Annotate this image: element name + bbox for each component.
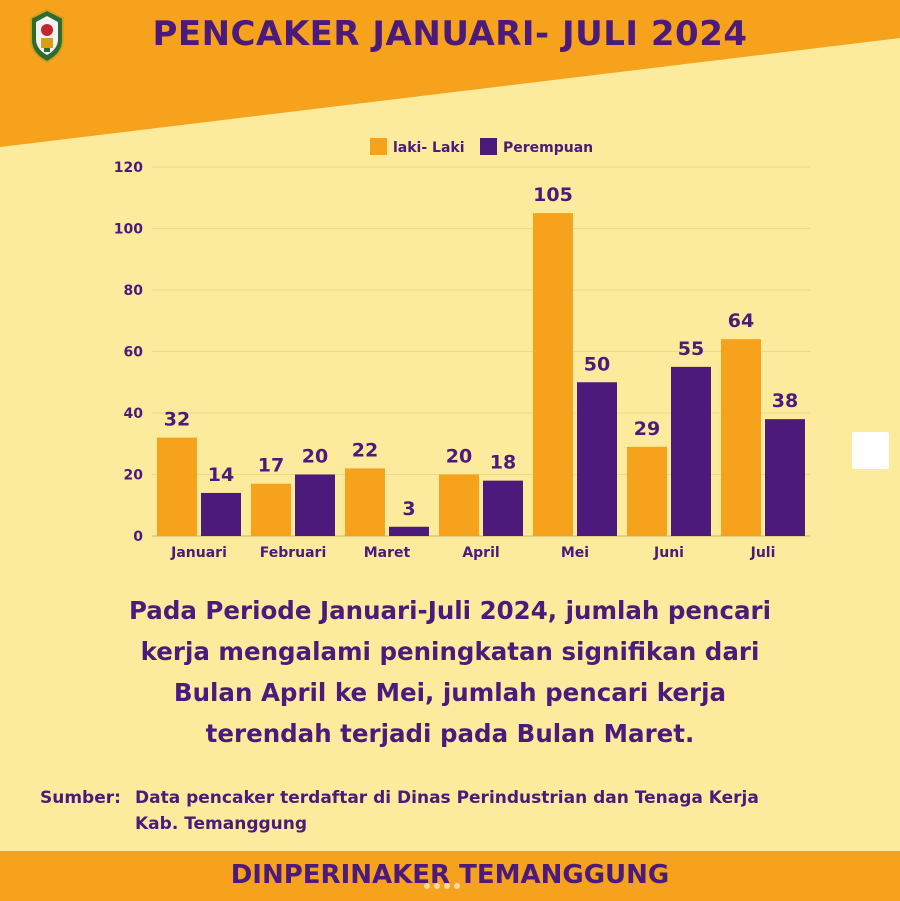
data-label: 20 (302, 446, 328, 468)
data-label: 20 (446, 446, 472, 468)
side-square (852, 432, 889, 469)
source-line: Kab. Temanggung (135, 814, 308, 834)
x-tick-label: Januari (170, 545, 227, 561)
header-band (0, 0, 900, 147)
summary-text: Pada Periode Januari-Juli 2024, jumlah p… (70, 590, 830, 754)
data-label: 55 (678, 338, 704, 360)
x-tick-label: Mei (561, 545, 589, 561)
data-label: 14 (208, 464, 234, 486)
summary-line: kerja mengalami peningkatan signifikan d… (140, 637, 760, 666)
bar-perempuan (201, 492, 241, 536)
data-label: 22 (352, 439, 378, 461)
page-title: PENCAKER JANUARI- JULI 2024 (152, 14, 748, 54)
carousel-dots (424, 874, 476, 889)
y-tick-label: 20 (124, 468, 144, 484)
carousel-dot (454, 883, 460, 889)
legend-swatch (370, 138, 387, 155)
carousel-dot (434, 883, 440, 889)
y-tick-label: 0 (133, 529, 143, 545)
source-label: Sumber: (40, 788, 121, 808)
bar-laki-laki (533, 213, 573, 536)
bar-laki-laki (345, 468, 385, 536)
footer-band: DINPERINAKER TEMANGGUNG (0, 851, 900, 901)
y-tick-label: 120 (114, 160, 143, 176)
bar-chart: 0 20 40 60 80 100 120 32 14 Januari 17 20 Februari 22… (114, 138, 810, 561)
x-tick-label: Februari (260, 545, 327, 561)
source-text: Data pencaker terdaftar di Dinas Perindu… (135, 785, 835, 837)
x-tick-label: Juli (750, 545, 776, 561)
data-label: 29 (634, 418, 660, 440)
data-label: 64 (728, 310, 754, 332)
carousel-dot (424, 883, 430, 889)
bar-laki-laki (721, 339, 761, 536)
data-label: 3 (402, 498, 415, 520)
data-label: 38 (772, 390, 798, 412)
regency-emblem-logo (30, 8, 64, 64)
legend-swatch (480, 138, 497, 155)
x-tick-label: April (462, 545, 499, 561)
bar-perempuan (483, 480, 523, 536)
bar-laki-laki (157, 437, 197, 536)
data-label: 105 (533, 184, 573, 206)
y-tick-label: 100 (114, 222, 143, 238)
data-label: 32 (164, 409, 190, 431)
legend-label: laki- Laki (393, 140, 465, 156)
source-line: Data pencaker terdaftar di Dinas Perindu… (135, 788, 759, 808)
summary-line: Bulan April ke Mei, jumlah pencari kerja (173, 678, 727, 707)
summary-line: terendah terjadi pada Bulan Maret. (205, 719, 695, 748)
x-tick-label: Juni (653, 545, 684, 561)
bar-perempuan (389, 526, 429, 536)
bar-perempuan (765, 419, 805, 536)
y-tick-label: 80 (124, 283, 144, 299)
x-tick-label: Maret (364, 545, 411, 561)
bar-laki-laki (251, 483, 291, 536)
bar-perempuan (577, 382, 617, 536)
data-label: 18 (490, 452, 516, 474)
bar-perempuan (671, 366, 711, 536)
y-tick-label: 60 (124, 345, 144, 361)
y-tick-label: 40 (124, 406, 144, 422)
data-label: 50 (584, 353, 610, 375)
legend-label: Perempuan (503, 140, 593, 156)
bar-laki-laki (439, 474, 479, 536)
carousel-dot (444, 883, 450, 889)
data-label: 17 (258, 455, 284, 477)
bar-laki-laki (627, 446, 667, 536)
bar-perempuan (295, 474, 335, 536)
summary-line: Pada Periode Januari-Juli 2024, jumlah p… (128, 596, 772, 625)
